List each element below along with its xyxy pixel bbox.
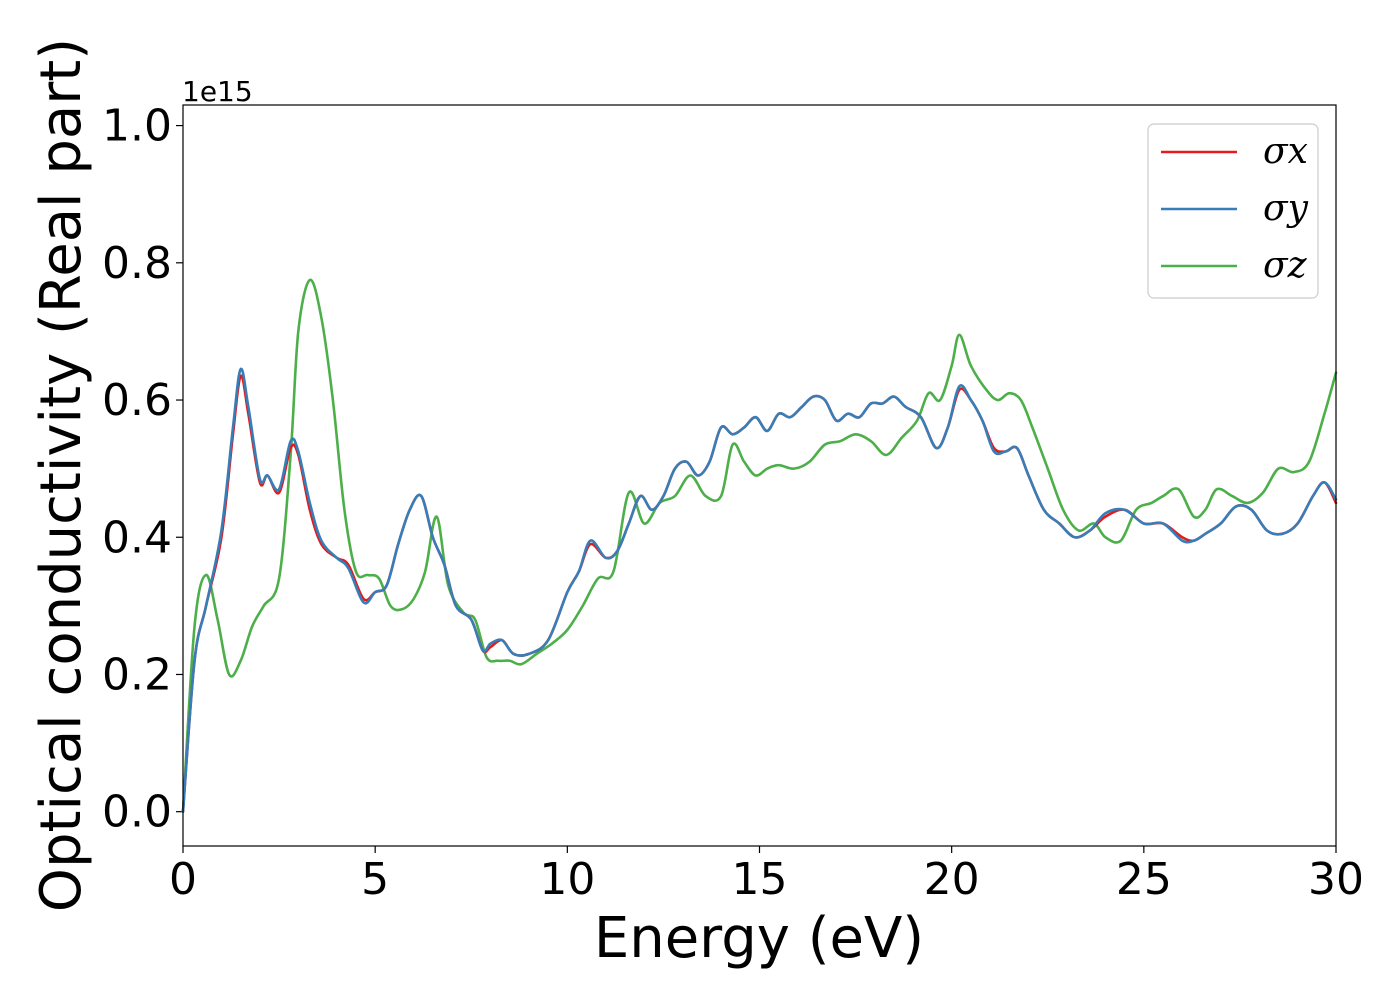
x-tick-label: 0 xyxy=(169,854,197,905)
x-tick-label: 20 xyxy=(924,854,980,905)
y-tick-label: 0.2 xyxy=(102,649,172,700)
series-line-2 xyxy=(181,278,1338,813)
legend-label: σx xyxy=(1263,131,1308,172)
x-axis-ticks: 0 5 10 15 20 25 30 xyxy=(169,846,1364,905)
x-tick-label: 10 xyxy=(539,854,595,905)
x-tick-label: 25 xyxy=(1116,854,1172,905)
x-axis-title: Energy (eV) xyxy=(594,906,924,971)
x-tick-label: 5 xyxy=(361,854,389,905)
y-offset-label: 1e15 xyxy=(182,75,253,108)
x-tick-label: 15 xyxy=(732,854,788,905)
y-tick-label: 0.4 xyxy=(102,512,172,563)
y-tick-label: 0.6 xyxy=(102,375,172,426)
y-tick-label: 0.8 xyxy=(102,238,172,289)
plot-series xyxy=(181,278,1338,813)
y-tick-label: 1.0 xyxy=(102,101,172,152)
y-tick-label: 0.0 xyxy=(102,787,172,838)
plot-frame xyxy=(182,104,1337,847)
legend: σx σy σz xyxy=(1147,123,1319,299)
series-line-1 xyxy=(181,367,1338,813)
x-tick-label: 30 xyxy=(1308,854,1364,905)
legend-label: σz xyxy=(1263,245,1308,286)
legend-label: σy xyxy=(1263,188,1309,229)
series-line-0 xyxy=(181,374,1338,813)
y-axis-title: Optical conductivity (Real part) xyxy=(29,38,94,912)
legend-box xyxy=(1147,123,1319,299)
y-axis-ticks: 0.0 0.2 0.4 0.6 0.8 1.0 xyxy=(102,101,183,838)
